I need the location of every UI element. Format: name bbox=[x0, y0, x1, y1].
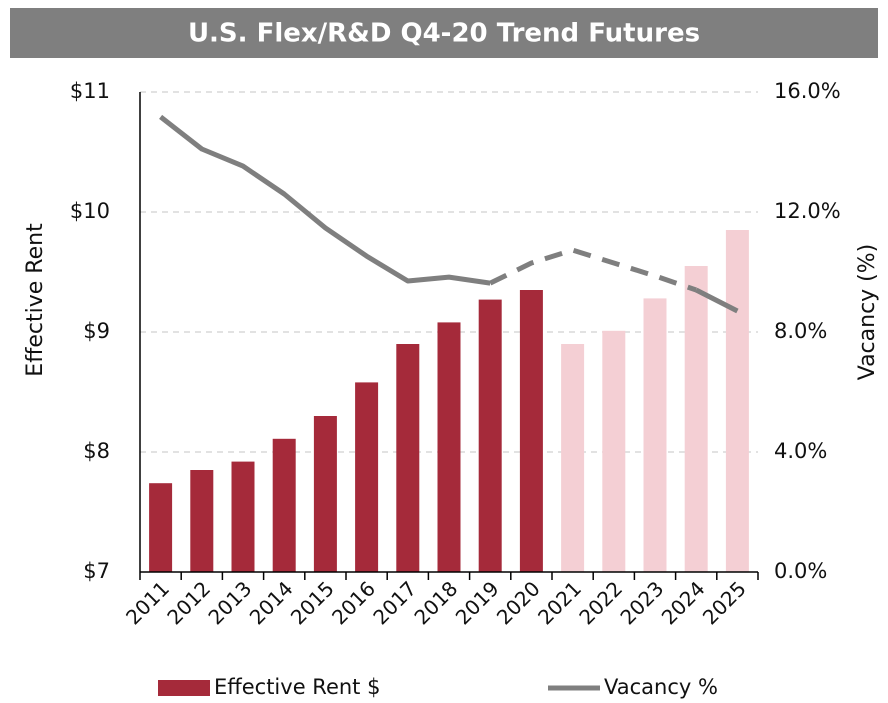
bar bbox=[602, 330, 626, 572]
y2-tick-label: 12.0% bbox=[774, 199, 841, 223]
bar bbox=[643, 298, 667, 572]
y2-tick-label: 16.0% bbox=[774, 79, 841, 103]
x-tick-label: 2021 bbox=[533, 576, 586, 629]
legend-label: Effective Rent $ bbox=[214, 675, 380, 699]
chart-title: U.S. Flex/R&D Q4-20 Trend Futures bbox=[188, 19, 700, 49]
bar bbox=[149, 483, 173, 572]
x-tick-label: 2024 bbox=[657, 576, 710, 629]
bar bbox=[561, 344, 585, 572]
x-tick-label: 2012 bbox=[162, 576, 215, 629]
x-tick-label: 2023 bbox=[615, 576, 668, 629]
bar bbox=[313, 416, 337, 572]
y2-tick-label: 4.0% bbox=[774, 439, 827, 463]
bar bbox=[725, 230, 749, 572]
y-tick-label: $7 bbox=[83, 559, 110, 583]
x-tick-label: 2014 bbox=[245, 576, 298, 629]
bar bbox=[519, 290, 543, 572]
y-tick-label: $10 bbox=[70, 199, 110, 223]
y-tick-label: $8 bbox=[83, 439, 110, 463]
line bbox=[695, 287, 739, 314]
x-tick-label: 2022 bbox=[574, 576, 627, 629]
y2-tick-label: 0.0% bbox=[774, 559, 827, 583]
y-tick-label: $9 bbox=[83, 319, 110, 343]
x-tick-label: 2013 bbox=[203, 576, 256, 629]
bar bbox=[231, 461, 255, 572]
line bbox=[159, 114, 491, 286]
y2-axis-title: Vacancy (%) bbox=[855, 244, 880, 381]
bar bbox=[272, 438, 296, 572]
x-tick-label: 2019 bbox=[451, 576, 504, 629]
x-tick-label: 2017 bbox=[368, 576, 421, 629]
y-axis-title: Effective Rent bbox=[23, 223, 48, 377]
x-tick-label: 2025 bbox=[698, 576, 751, 629]
x-tick-label: 2020 bbox=[492, 576, 545, 629]
x-tick-label: 2016 bbox=[327, 576, 380, 629]
bar bbox=[437, 322, 461, 572]
x-tick-label: 2011 bbox=[121, 576, 174, 629]
y2-tick-label: 8.0% bbox=[774, 319, 827, 343]
title-bar bbox=[10, 8, 878, 58]
bar bbox=[684, 266, 708, 572]
x-tick-label: 2018 bbox=[409, 576, 462, 629]
legend-swatch bbox=[158, 680, 210, 696]
line bbox=[489, 247, 698, 293]
bar bbox=[190, 470, 214, 572]
bar bbox=[478, 299, 502, 572]
bar bbox=[396, 344, 420, 572]
y-tick-label: $11 bbox=[70, 79, 110, 103]
x-tick-label: 2015 bbox=[286, 576, 339, 629]
legend-label: Vacancy % bbox=[604, 675, 718, 699]
bar bbox=[355, 382, 379, 572]
